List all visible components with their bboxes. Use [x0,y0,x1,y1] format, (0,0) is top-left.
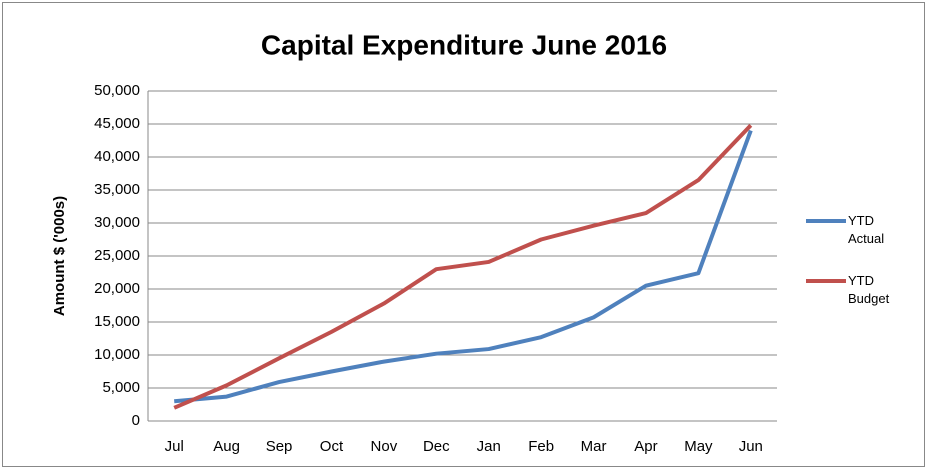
legend-label: YTD Budget [848,273,890,306]
x-tick-label: Apr [634,438,657,455]
x-tick-label: Mar [581,438,607,455]
x-tick-label: Jul [165,438,184,455]
y-tick-label: 40,000 [94,148,140,165]
x-tick-label: Jan [477,438,501,455]
y-tick-label: 15,000 [94,313,140,330]
y-tick-label: 20,000 [94,280,140,297]
series-line [173,123,753,410]
legend-swatch [806,279,846,283]
y-tick-label: 30,000 [94,214,140,231]
x-tick-label: May [684,438,713,455]
legend-swatch [806,219,846,223]
x-tick-label: Jun [739,438,763,455]
y-tick-label: 35,000 [94,181,140,198]
y-tick-label: 10,000 [94,346,140,363]
y-tick-label: 45,000 [94,115,140,132]
y-axis-label: Amount $ ('000s) [51,196,68,316]
x-tick-label: Nov [371,438,398,455]
x-tick-label: Dec [423,438,450,455]
series-line [174,129,753,404]
y-tick-label: 5,000 [102,379,140,396]
x-tick-label: Feb [528,438,554,455]
y-tick-label: 25,000 [94,247,140,264]
y-tick-label: 0 [132,412,140,429]
x-tick-label: Sep [266,438,293,455]
y-tick-label: 50,000 [94,82,140,99]
chart-title: Capital Expenditure June 2016 [261,29,667,60]
legend-label: YTD Actual [848,213,885,246]
x-tick-label: Oct [320,438,344,455]
x-tick-label: Aug [213,438,240,455]
